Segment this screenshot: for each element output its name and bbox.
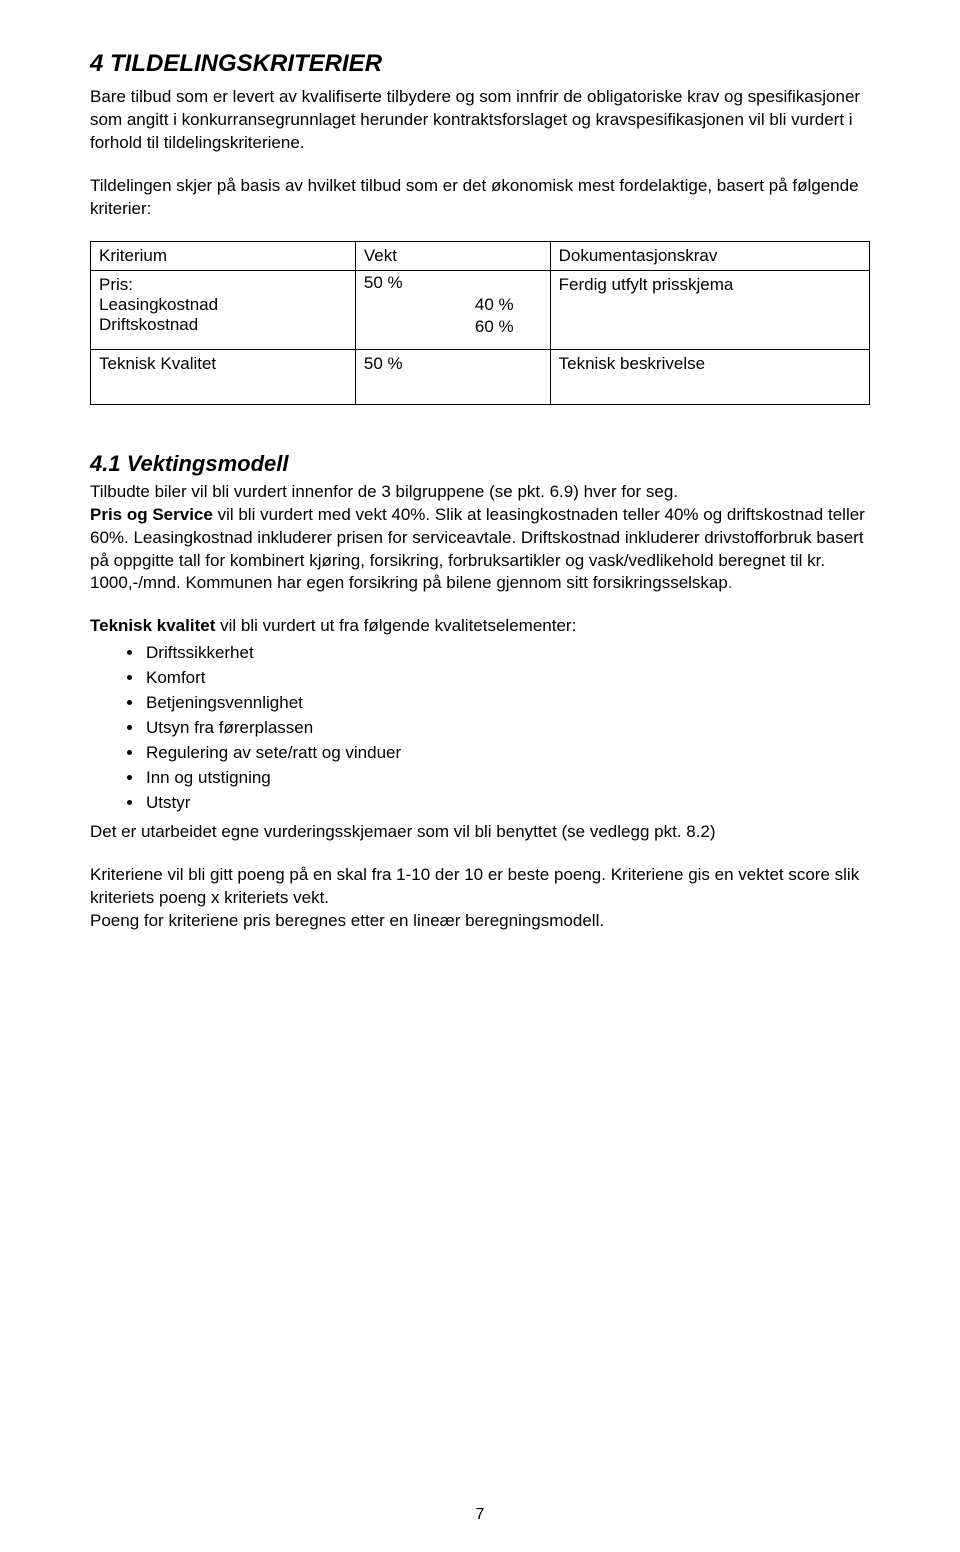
table-header-row: Kriterium Vekt Dokumentasjonskrav <box>91 241 870 270</box>
cell-kriterium-kvalitet: Teknisk Kvalitet <box>91 349 356 404</box>
list-item: Regulering av sete/ratt og vinduer <box>144 742 870 767</box>
list-item: Driftssikkerhet <box>144 642 870 667</box>
vekting-p1a: Tilbudte biler vil bli vurdert innenfor … <box>90 482 678 501</box>
vekt-leasing-sub: 40 % <box>475 295 514 315</box>
table-row: Pris: Leasingkostnad Driftskostnad 50 % … <box>91 270 870 349</box>
table-row: Teknisk Kvalitet 50 % Teknisk beskrivels… <box>91 349 870 404</box>
cell-vekt-kvalitet: 50 % <box>355 349 550 404</box>
list-item: Komfort <box>144 667 870 692</box>
after-bullets-para: Det er utarbeidet egne vurderingsskjemae… <box>90 821 870 844</box>
cell-dok-pris: Ferdig utfylt prisskjema <box>550 270 869 349</box>
cell-dok-kvalitet: Teknisk beskrivelse <box>550 349 869 404</box>
krit-leasing-label: Leasingkostnad <box>99 295 347 315</box>
vekt-pris-main: 50 % <box>364 273 403 293</box>
col-header-kriterium: Kriterium <box>91 241 356 270</box>
vekting-p3: Kriteriene vil bli gitt poeng på en skal… <box>90 864 870 910</box>
section4-title: 4 TILDELINGSKRITERIER <box>90 50 870 78</box>
vekting-para2: Teknisk kvalitet vil bli vurdert ut fra … <box>90 615 870 638</box>
col-header-dok: Dokumentasjonskrav <box>550 241 869 270</box>
krit-drift-label: Driftskostnad <box>99 315 347 335</box>
vekting-para1: Tilbudte biler vil bli vurdert innenfor … <box>90 481 870 596</box>
list-item: Betjeningsvennlighet <box>144 692 870 717</box>
section4-para2: Tildelingen skjer på basis av hvilket ti… <box>90 175 870 221</box>
subsection41-title: 4.1 Vektingsmodell <box>90 451 870 477</box>
list-item: Utstyr <box>144 792 870 817</box>
vekting-p1-red-dot: . <box>728 573 733 592</box>
cell-kriterium-pris: Pris: Leasingkostnad Driftskostnad <box>91 270 356 349</box>
vekting-p4: Poeng for kriteriene pris beregnes etter… <box>90 910 870 933</box>
kvalitet-bullet-list: Driftssikkerhet Komfort Betjeningsvennli… <box>90 642 870 817</box>
criteria-table: Kriterium Vekt Dokumentasjonskrav Pris: … <box>90 241 870 405</box>
section4-para1: Bare tilbud som er levert av kvalifisert… <box>90 86 870 155</box>
list-item: Utsyn fra førerplassen <box>144 717 870 742</box>
krit-pris-label: Pris: <box>99 275 347 295</box>
document-page: 4 TILDELINGSKRITERIER Bare tilbud som er… <box>0 0 960 1552</box>
col-header-vekt: Vekt <box>355 241 550 270</box>
page-number: 7 <box>0 1506 960 1524</box>
teknisk-kvalitet-rest: vil bli vurdert ut fra følgende kvalitet… <box>215 616 576 635</box>
teknisk-kvalitet-bold: Teknisk kvalitet <box>90 616 215 635</box>
vekting-p1-bold: Pris og Service <box>90 505 213 524</box>
vekt-drift-sub: 60 % <box>475 317 514 337</box>
list-item: Inn og utstigning <box>144 767 870 792</box>
cell-vekt-pris: 50 % 40 % 60 % <box>355 270 550 349</box>
